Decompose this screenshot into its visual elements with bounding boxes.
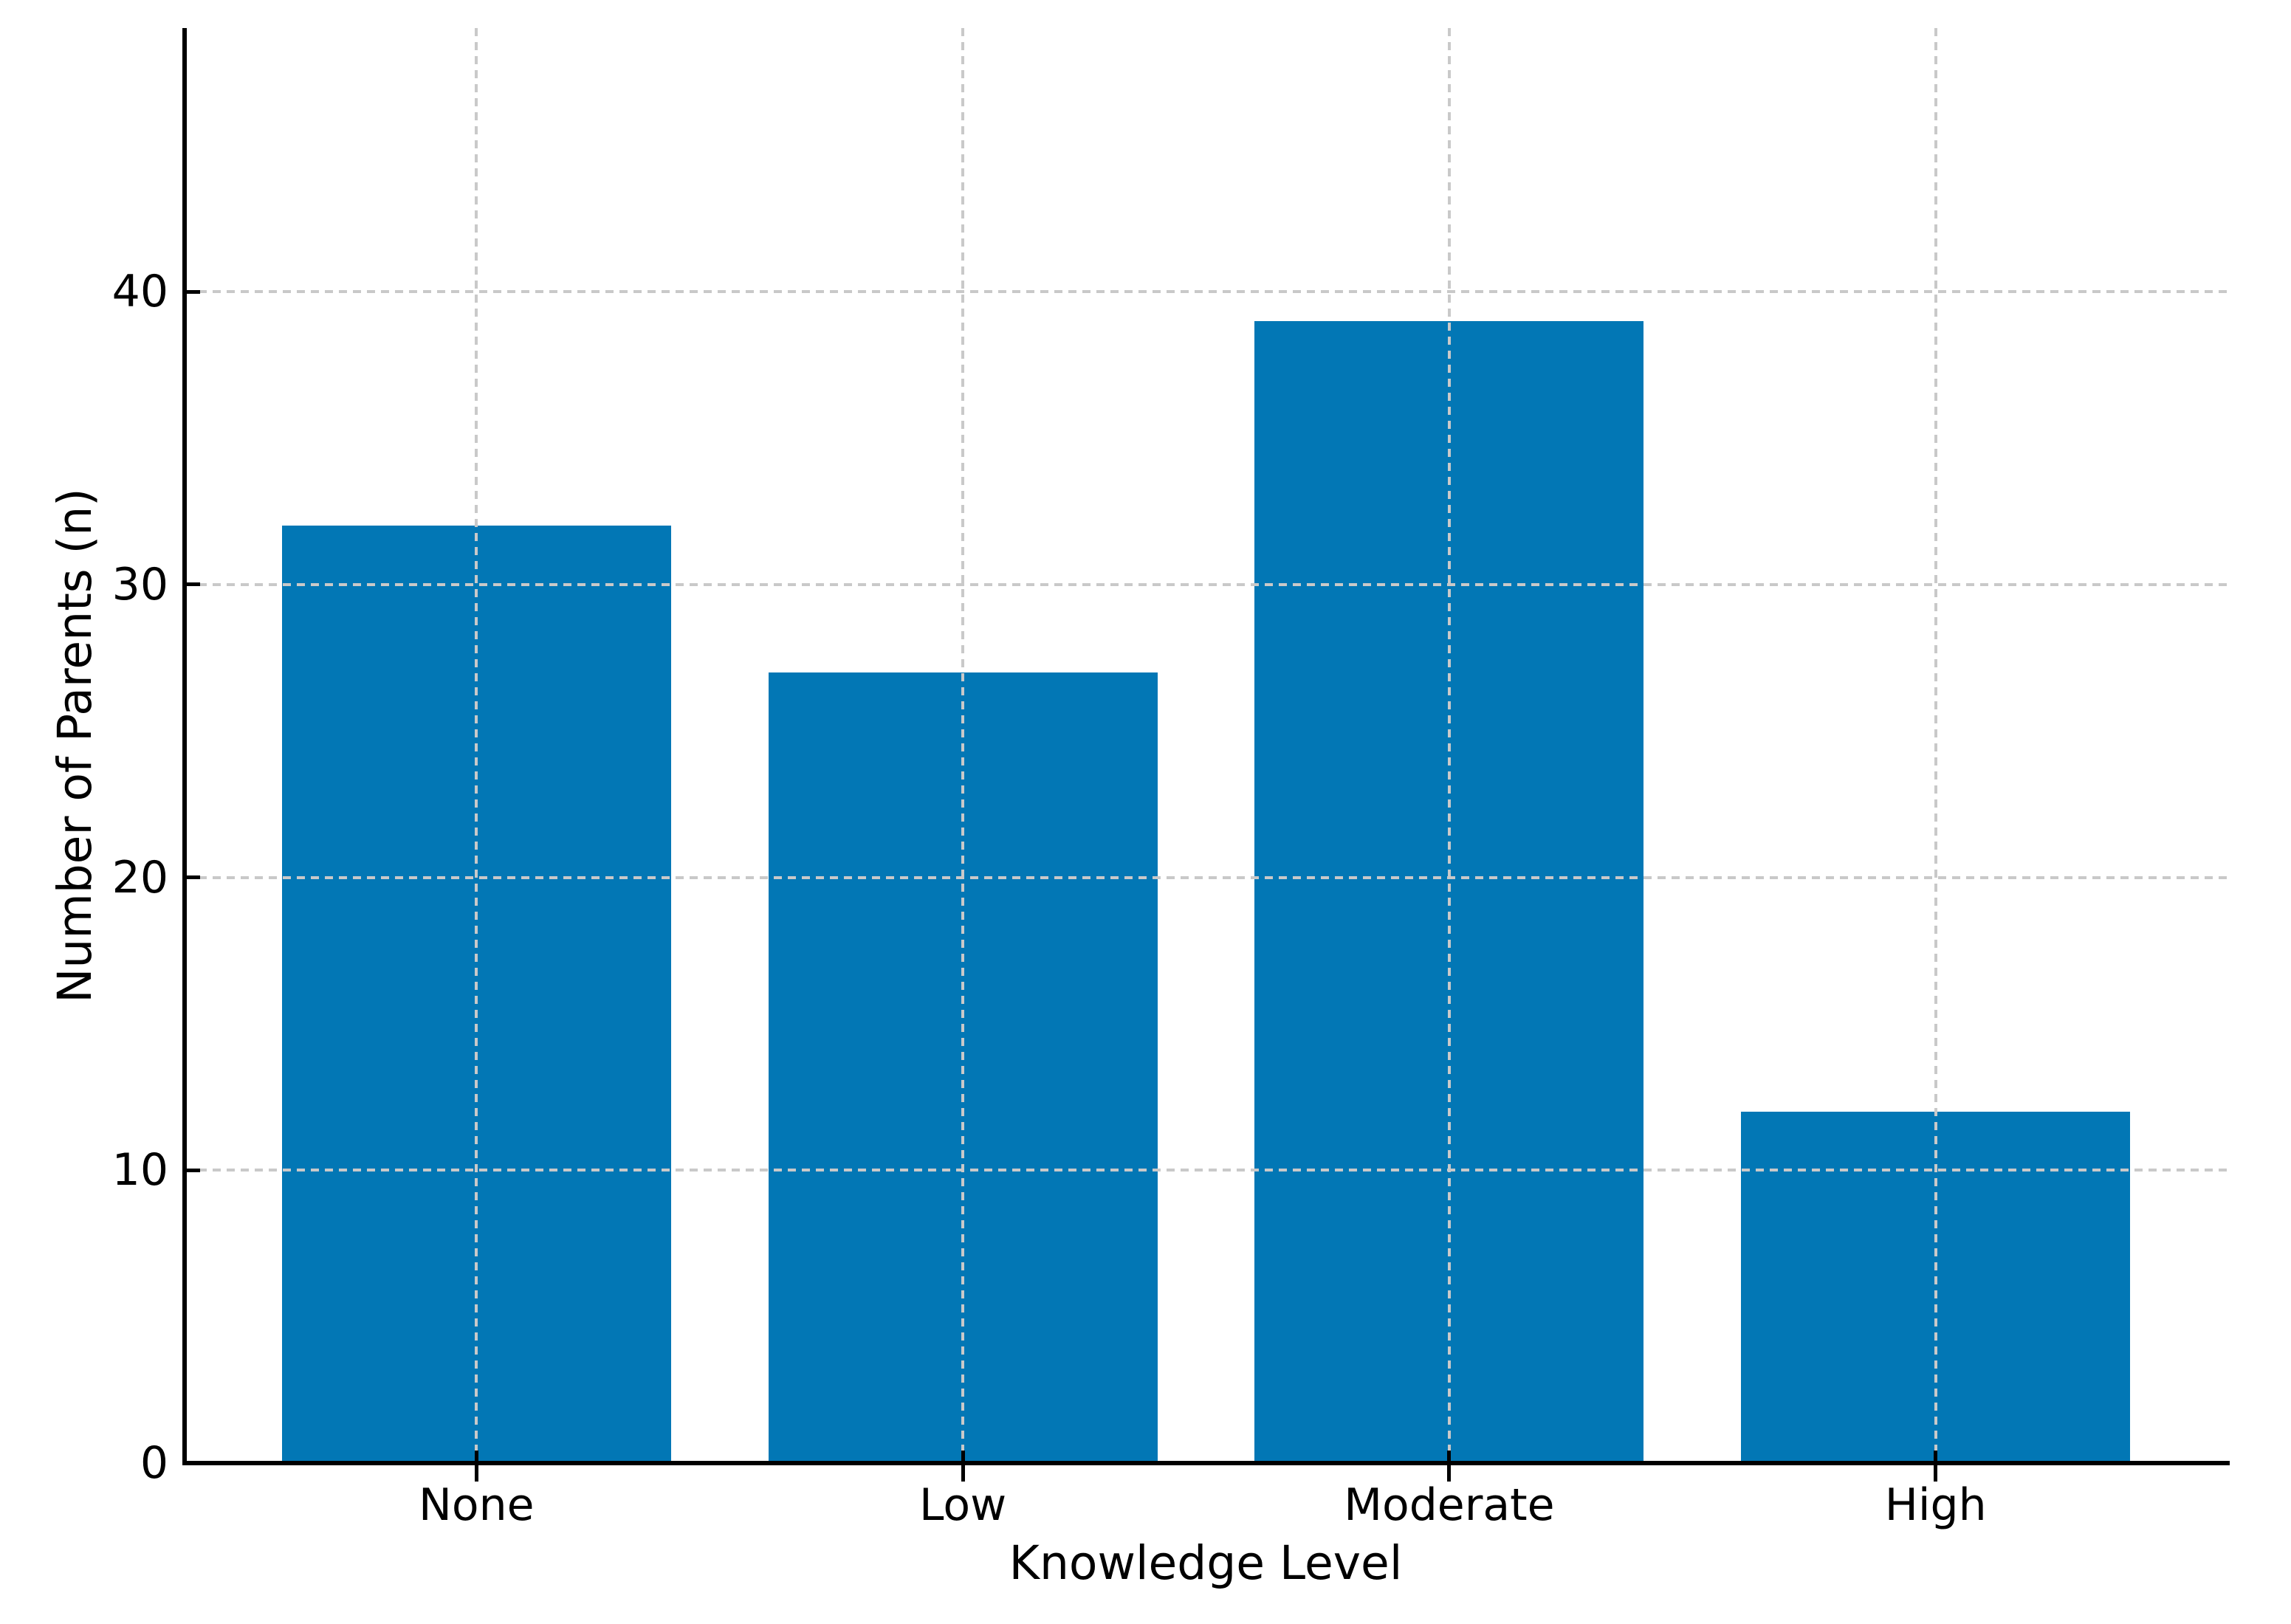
h-gridline: [185, 290, 2228, 294]
v-gridline: [961, 28, 965, 1463]
y-tick: [187, 289, 200, 294]
x-tick: [1447, 1451, 1452, 1482]
h-gridline: [185, 582, 2228, 586]
y-tick-label: 0: [140, 1437, 168, 1489]
y-tick: [187, 1461, 200, 1465]
v-gridline: [475, 28, 478, 1463]
x-tick: [1934, 1451, 1938, 1482]
x-axis-spine: [182, 1461, 2230, 1465]
y-tick-label: 20: [111, 851, 168, 904]
y-tick-label: 40: [111, 266, 168, 318]
y-tick: [187, 875, 200, 880]
x-tick-label: None: [419, 1479, 535, 1531]
x-tick: [961, 1451, 965, 1482]
h-gridline: [185, 1169, 2228, 1172]
y-axis-spine: [182, 28, 187, 1465]
v-gridline: [1934, 28, 1937, 1463]
h-gridline: [185, 875, 2228, 879]
plot-area: [182, 28, 2230, 1482]
x-axis-label: Knowledge Level: [1009, 1536, 1403, 1590]
x-tick-label: High: [1884, 1479, 1987, 1531]
x-tick-label: Low: [919, 1479, 1007, 1531]
y-tick-label: 10: [111, 1144, 168, 1197]
x-tick-label: Moderate: [1344, 1479, 1555, 1531]
v-gridline: [1447, 28, 1451, 1463]
y-tick-label: 30: [111, 558, 168, 610]
x-tick: [474, 1451, 478, 1482]
y-tick: [187, 582, 200, 587]
y-tick: [187, 1168, 200, 1172]
